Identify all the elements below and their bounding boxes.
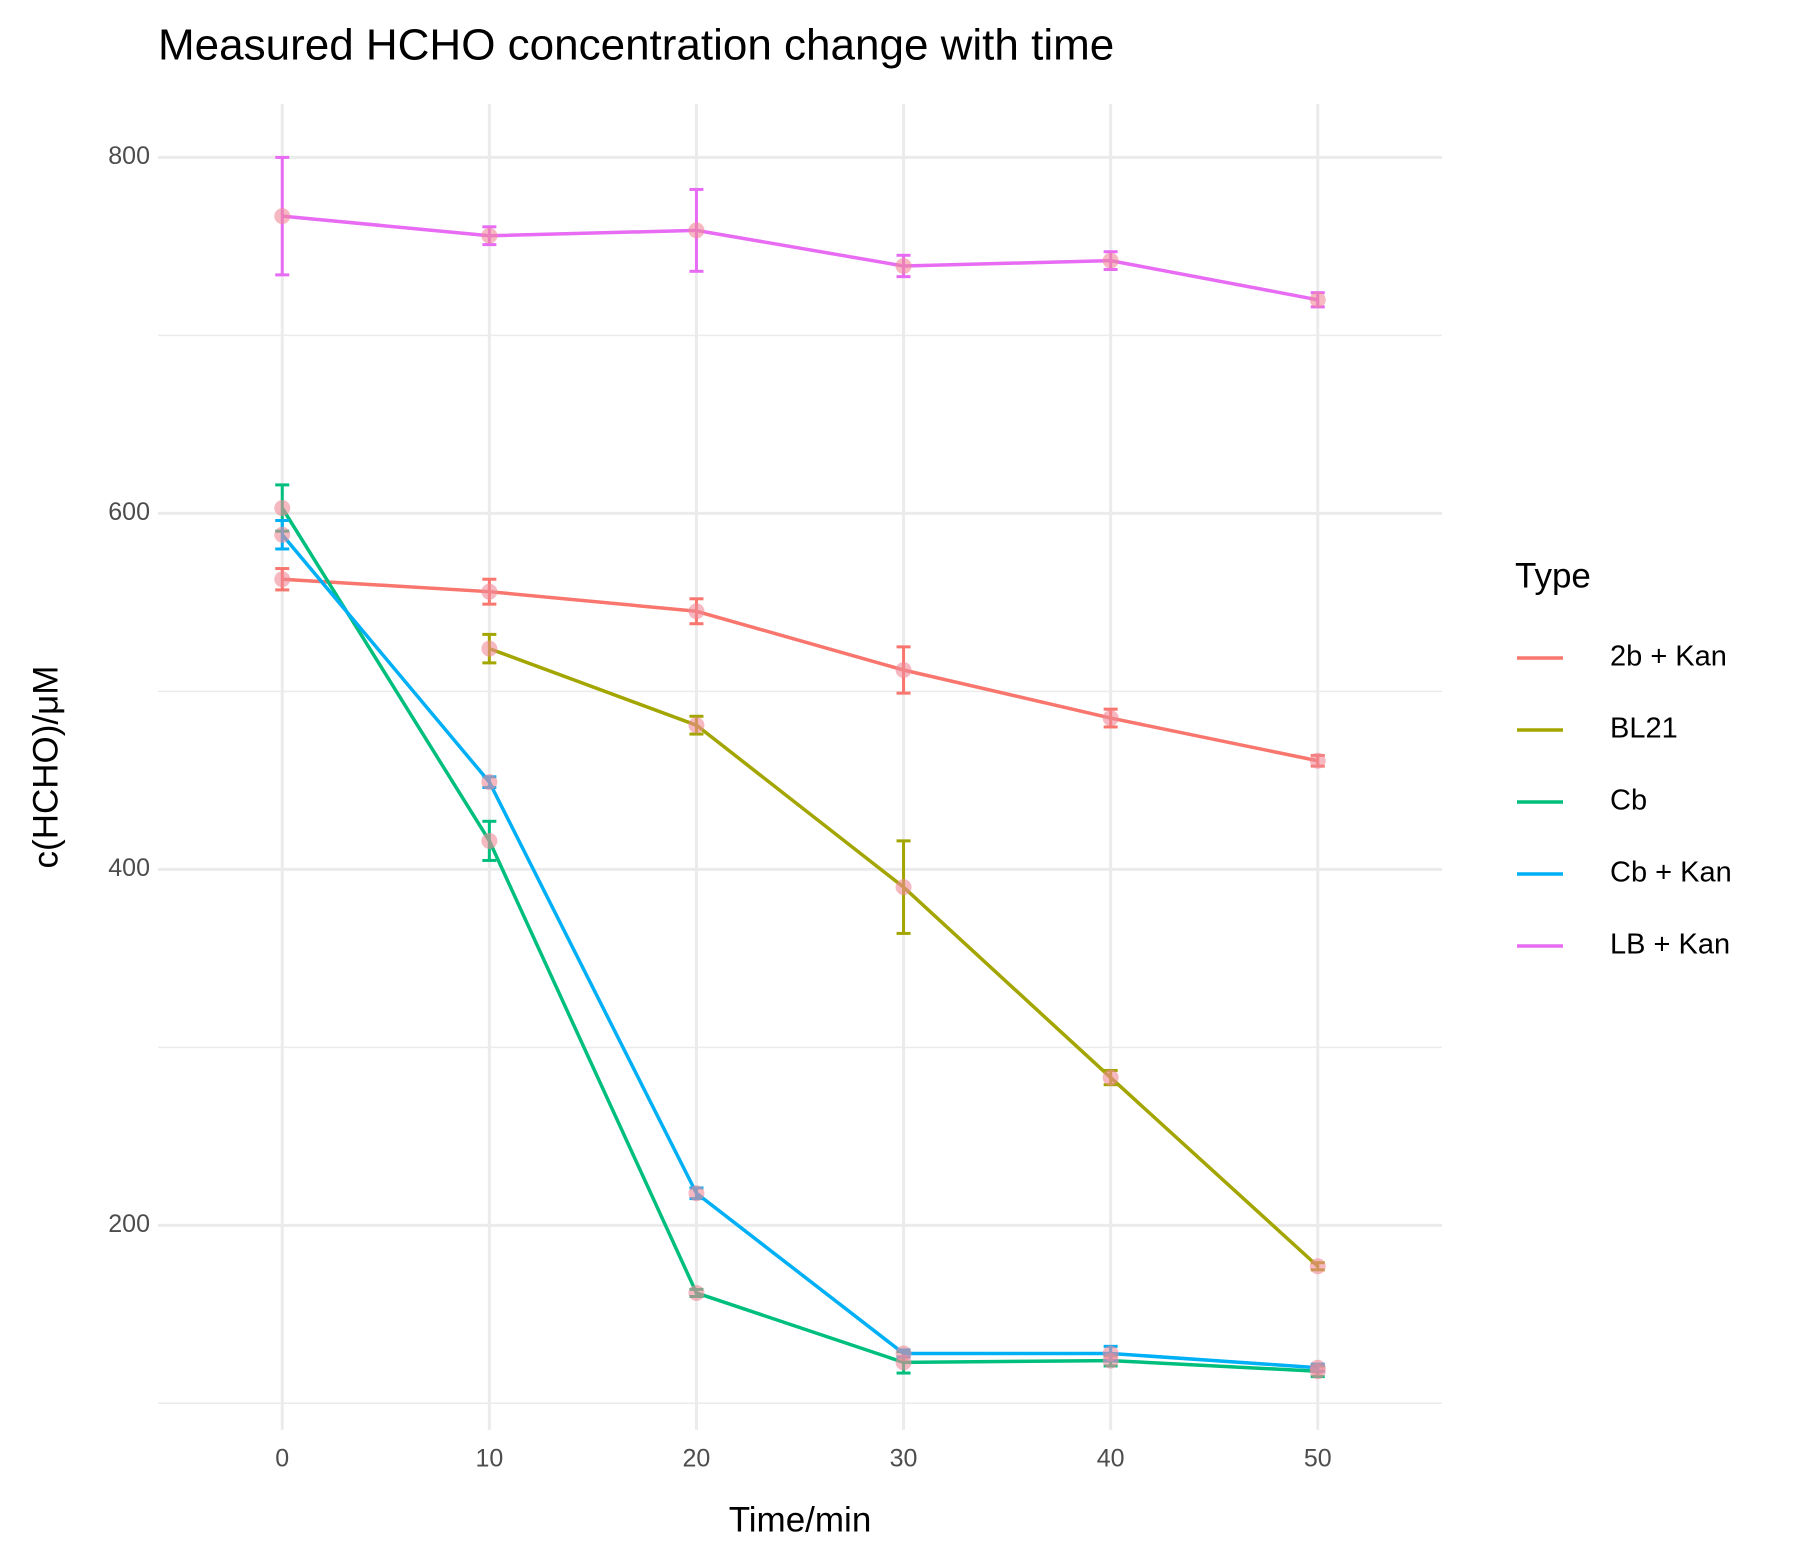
data-point: [688, 1284, 705, 1301]
data-point: [1102, 252, 1119, 269]
x-axis-label: Time/min: [729, 1500, 872, 1539]
x-tick-label: 50: [1304, 1445, 1332, 1473]
data-point: [1309, 1258, 1326, 1275]
y-tick-label: 800: [108, 142, 150, 170]
y-axis-label: c(HCHO)/μM: [26, 666, 65, 869]
series-line: [280, 507, 1318, 1374]
y-tick-label: 600: [108, 498, 150, 526]
data-point: [688, 603, 705, 620]
data-point: [481, 832, 498, 849]
series-line: [282, 214, 1319, 302]
y-tick-label: 200: [108, 1210, 150, 1238]
data-point: [481, 774, 498, 791]
data-point: [895, 1345, 912, 1362]
legend-label: Cb: [1610, 785, 1647, 817]
data-point: [274, 500, 291, 517]
x-tick-label: 20: [683, 1445, 711, 1473]
legend-label: BL21: [1610, 713, 1678, 745]
data-point: [688, 717, 705, 734]
data-point: [481, 583, 498, 600]
legend-label: Cb + Kan: [1610, 857, 1732, 889]
data-point: [1102, 710, 1119, 727]
legend-label: 2b + Kan: [1610, 641, 1727, 673]
data-point: [274, 571, 291, 588]
series-line: [280, 533, 1318, 1370]
data-point: [688, 222, 705, 239]
x-tick-label: 40: [1097, 1445, 1125, 1473]
legend-title: Type: [1515, 556, 1591, 595]
data-point: [274, 526, 291, 543]
data-point: [481, 640, 498, 657]
data-point: [1309, 1359, 1326, 1376]
x-tick-label: 10: [475, 1445, 503, 1473]
data-point: [895, 257, 912, 274]
data-point: [274, 208, 291, 225]
data-point: [1102, 1069, 1119, 1086]
legend-label: LB + Kan: [1610, 929, 1730, 961]
data-point: [895, 879, 912, 896]
y-tick-label: 400: [108, 854, 150, 882]
data-point: [688, 1185, 705, 1202]
chart-title: Measured HCHO concentration change with …: [158, 21, 1114, 70]
data-point: [1309, 291, 1326, 308]
series-line: [282, 577, 1319, 763]
data-point: [895, 661, 912, 678]
data-point: [1102, 1345, 1119, 1362]
x-tick-label: 0: [275, 1445, 289, 1473]
x-tick-label: 30: [890, 1445, 918, 1473]
data-point: [1309, 752, 1326, 769]
data-point: [481, 227, 498, 244]
